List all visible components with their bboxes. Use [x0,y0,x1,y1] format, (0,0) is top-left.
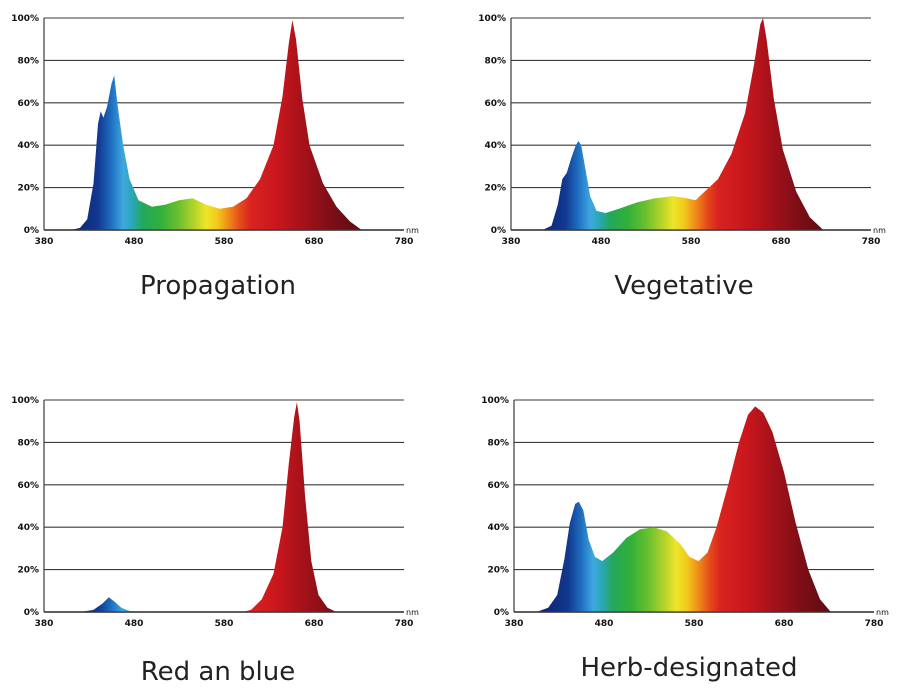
chart-vegetative: 0% 20% 40% 60% 80% 100% 380 480 580 680 780 nm Veget… [478,14,886,301]
x-tick-label: 780 [395,619,414,629]
y-tick-label: 0% [491,226,506,236]
x-tick-label: 680 [772,237,791,247]
spectrum-area [80,402,337,612]
y-tick-label: 100% [11,14,39,24]
x-unit-label: nm [406,226,419,235]
y-tick-label: 100% [478,14,506,24]
spectrum-area [71,20,362,230]
spectrum-area [536,406,831,612]
y-tick-label: 60% [17,99,39,109]
x-tick-label: 580 [685,619,704,629]
chart-herb-designated: 0% 20% 40% 60% 80% 100% 380 480 580 680 780 nm Herb-… [481,396,889,683]
x-tick-label: 780 [865,619,884,629]
chart-title: Herb-designated [580,653,797,683]
y-tick-label: 60% [484,99,506,109]
chart-propagation: 0% 20% 40% 60% 80% 100% 380 480 580 680 780 nm Propa… [11,14,419,301]
y-tick-label: 0% [494,608,509,618]
x-tick-label: 780 [862,237,881,247]
x-tick-label: 480 [592,237,611,247]
x-tick-label: 380 [35,619,54,629]
y-tick-label: 40% [17,523,39,533]
y-tick-label: 40% [17,141,39,151]
x-tick-label: 580 [215,619,234,629]
x-unit-label: nm [876,608,889,617]
y-tick-label: 0% [24,608,39,618]
chart-title: Red an blue [141,657,296,687]
y-tick-label: 20% [17,184,39,194]
chart-title: Propagation [140,271,296,301]
spectrum-area [542,18,824,230]
y-tick-label: 40% [487,523,509,533]
x-tick-label: 380 [35,237,54,247]
y-tick-label: 20% [487,566,509,576]
x-tick-label: 580 [215,237,234,247]
x-tick-label: 580 [682,237,701,247]
y-tick-label: 100% [481,396,509,406]
x-tick-label: 680 [305,619,324,629]
x-tick-label: 780 [395,237,414,247]
y-tick-label: 0% [24,226,39,236]
x-tick-label: 480 [595,619,614,629]
y-tick-label: 80% [17,438,39,448]
chart-red-and-blue: 0% 20% 40% 60% 80% 100% 380 480 580 680 780 nm Red a… [11,396,419,687]
y-tick-label: 80% [487,438,509,448]
y-tick-label: 40% [484,141,506,151]
x-tick-label: 680 [305,237,324,247]
y-tick-label: 100% [11,396,39,406]
chart-title: Vegetative [614,271,753,301]
x-tick-label: 480 [125,237,144,247]
x-unit-label: nm [406,608,419,617]
x-tick-label: 380 [505,619,524,629]
y-tick-label: 60% [17,481,39,491]
y-tick-label: 80% [484,56,506,66]
y-tick-label: 20% [484,184,506,194]
x-tick-label: 380 [502,237,521,247]
x-tick-label: 680 [775,619,794,629]
x-unit-label: nm [873,226,886,235]
y-tick-label: 80% [17,56,39,66]
y-tick-label: 20% [17,566,39,576]
y-tick-label: 60% [487,481,509,491]
x-tick-label: 480 [125,619,144,629]
